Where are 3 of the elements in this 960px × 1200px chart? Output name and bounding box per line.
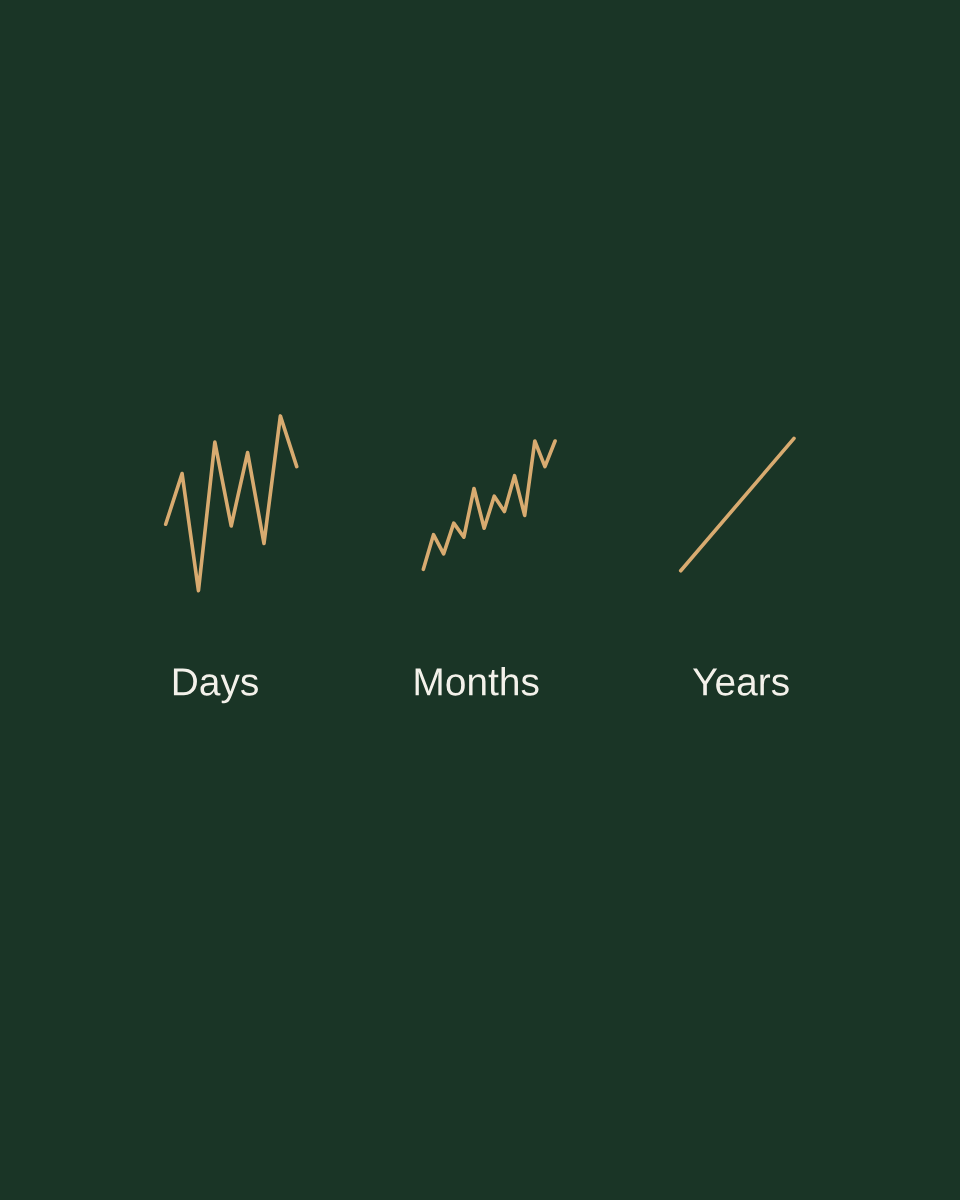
x-axis-title: Days bbox=[173, 668, 258, 704]
x-axis-title: Years bbox=[692, 668, 789, 696]
x-axis-title: Months bbox=[415, 667, 539, 696]
